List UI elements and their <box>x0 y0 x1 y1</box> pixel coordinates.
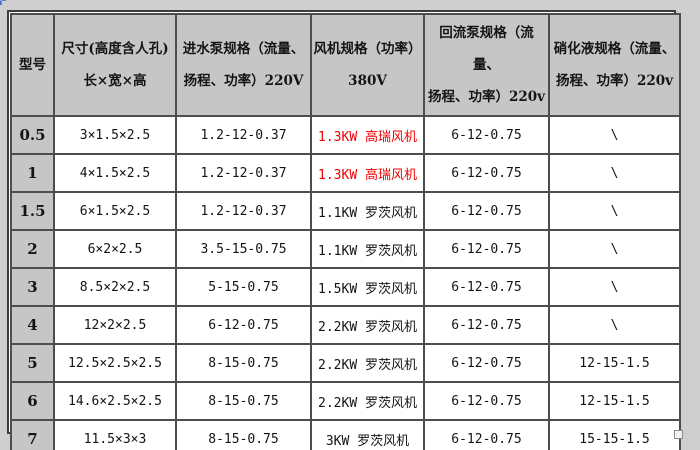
cell-nitrification: \ <box>548 305 681 345</box>
col-header-fan: 风机规格（功率） 380V <box>310 13 425 117</box>
cell-return-pump: 6-12-0.75 <box>423 153 550 193</box>
table-row: 1.5 6×1.5×2.5 1.2-12-0.37 1.1KW 罗茨风机 6-1… <box>10 191 681 231</box>
table-move-handle-icon[interactable]: ✛ <box>0 0 7 9</box>
cell-fan: 1.1KW 罗茨风机 <box>310 229 425 269</box>
cell-inlet-pump: 8-15-0.75 <box>175 343 312 383</box>
col-header-model-label: 型号 <box>19 57 46 73</box>
cell-dimensions: 6×2×2.5 <box>53 229 177 269</box>
cell-fan: 1.3KW 高瑞风机 <box>310 153 425 193</box>
col-header-nitrification: 硝化液规格（流量、 扬程、功率）220v <box>548 13 681 117</box>
cell-fan: 1.1KW 罗茨风机 <box>310 191 425 231</box>
cell-nitrification: \ <box>548 115 681 155</box>
cell-dimensions: 14.6×2.5×2.5 <box>53 381 177 421</box>
cell-model: 5 <box>10 343 55 383</box>
cell-dimensions: 4×1.5×2.5 <box>53 153 177 193</box>
cell-inlet-pump: 1.2-12-0.37 <box>175 115 312 155</box>
cell-model: 6 <box>10 381 55 421</box>
cell-inlet-pump: 6-12-0.75 <box>175 305 312 345</box>
cell-inlet-pump: 8-15-0.75 <box>175 381 312 421</box>
cell-nitrification: \ <box>548 153 681 193</box>
col-header-fan-line2: 380V <box>348 73 387 89</box>
table-row: 0.5 3×1.5×2.5 1.2-12-0.37 1.3KW 高瑞风机 6-1… <box>10 115 681 155</box>
cell-nitrification: \ <box>548 267 681 307</box>
cell-return-pump: 6-12-0.75 <box>423 305 550 345</box>
table-row: 4 12×2×2.5 6-12-0.75 2.2KW 罗茨风机 6-12-0.7… <box>10 305 681 345</box>
cell-model: 2 <box>10 229 55 269</box>
cell-inlet-pump: 1.2-12-0.37 <box>175 153 312 193</box>
cell-fan: 2.2KW 罗茨风机 <box>310 343 425 383</box>
col-header-return-pump-line2: 扬程、功率）220v <box>427 89 546 105</box>
cell-return-pump: 6-12-0.75 <box>423 229 550 269</box>
cell-model: 7 <box>10 419 55 450</box>
cell-dimensions: 3×1.5×2.5 <box>53 115 177 155</box>
cell-dimensions: 8.5×2×2.5 <box>53 267 177 307</box>
cell-inlet-pump: 3.5-15-0.75 <box>175 229 312 269</box>
table-row: 3 8.5×2×2.5 5-15-0.75 1.5KW 罗茨风机 6-12-0.… <box>10 267 681 307</box>
equipment-spec-table: 型号 尺寸(高度含人孔) 长×宽×高 进水泵规格（流量、 扬程、功率）220V … <box>10 13 681 450</box>
col-header-model: 型号 <box>10 13 55 117</box>
cell-fan: 1.5KW 罗茨风机 <box>310 267 425 307</box>
spec-table: 型号 尺寸(高度含人孔) 长×宽×高 进水泵规格（流量、 扬程、功率）220V … <box>7 10 681 450</box>
cell-dimensions: 6×1.5×2.5 <box>53 191 177 231</box>
col-header-dimensions: 尺寸(高度含人孔) 长×宽×高 <box>53 13 177 117</box>
col-header-nitrification-line2: 扬程、功率）220v <box>555 73 674 89</box>
col-header-dimensions-line2: 长×宽×高 <box>83 73 147 89</box>
cell-fan: 1.3KW 高瑞风机 <box>310 115 425 155</box>
table-row: 2 6×2×2.5 3.5-15-0.75 1.1KW 罗茨风机 6-12-0.… <box>10 229 681 269</box>
col-header-inlet-pump: 进水泵规格（流量、 扬程、功率）220V <box>175 13 312 117</box>
cell-nitrification: 12-15-1.5 <box>548 343 681 383</box>
table-row: 6 14.6×2.5×2.5 8-15-0.75 2.2KW 罗茨风机 6-12… <box>10 381 681 421</box>
cell-inlet-pump: 8-15-0.75 <box>175 419 312 450</box>
cell-fan: 2.2KW 罗茨风机 <box>310 381 425 421</box>
table-header-row: 型号 尺寸(高度含人孔) 长×宽×高 进水泵规格（流量、 扬程、功率）220V … <box>10 13 681 117</box>
cell-nitrification: \ <box>548 191 681 231</box>
cell-model: 1.5 <box>10 191 55 231</box>
cell-return-pump: 6-12-0.75 <box>423 381 550 421</box>
cell-return-pump: 6-12-0.75 <box>423 343 550 383</box>
table-resize-handle[interactable] <box>674 430 683 439</box>
col-header-return-pump-line1: 回流泵规格（流量、 <box>439 25 534 73</box>
cell-nitrification: 12-15-1.5 <box>548 381 681 421</box>
cell-nitrification: \ <box>548 229 681 269</box>
cell-dimensions: 12×2×2.5 <box>53 305 177 345</box>
cell-model: 3 <box>10 267 55 307</box>
cell-return-pump: 6-12-0.75 <box>423 419 550 450</box>
cell-dimensions: 12.5×2.5×2.5 <box>53 343 177 383</box>
col-header-fan-line1: 风机规格（功率） <box>313 41 422 57</box>
cell-dimensions: 11.5×3×3 <box>53 419 177 450</box>
cell-model: 0.5 <box>10 115 55 155</box>
cell-inlet-pump: 1.2-12-0.37 <box>175 191 312 231</box>
col-header-inlet-pump-line2: 扬程、功率）220V <box>183 73 304 89</box>
cell-return-pump: 6-12-0.75 <box>423 191 550 231</box>
col-header-dimensions-line1: 尺寸(高度含人孔) <box>61 41 169 57</box>
col-header-return-pump: 回流泵规格（流量、 扬程、功率）220v <box>423 13 550 117</box>
cell-nitrification: 15-15-1.5 <box>548 419 681 450</box>
table-row: 1 4×1.5×2.5 1.2-12-0.37 1.3KW 高瑞风机 6-12-… <box>10 153 681 193</box>
cell-return-pump: 6-12-0.75 <box>423 267 550 307</box>
col-header-nitrification-line1: 硝化液规格（流量、 <box>553 41 676 57</box>
cell-return-pump: 6-12-0.75 <box>423 115 550 155</box>
cell-fan: 3KW 罗茨风机 <box>310 419 425 450</box>
table-row: 7 11.5×3×3 8-15-0.75 3KW 罗茨风机 6-12-0.75 … <box>10 419 681 450</box>
cell-fan: 2.2KW 罗茨风机 <box>310 305 425 345</box>
col-header-inlet-pump-line1: 进水泵规格（流量、 <box>182 41 305 57</box>
cell-inlet-pump: 5-15-0.75 <box>175 267 312 307</box>
cell-model: 1 <box>10 153 55 193</box>
cell-model: 4 <box>10 305 55 345</box>
table-row: 5 12.5×2.5×2.5 8-15-0.75 2.2KW 罗茨风机 6-12… <box>10 343 681 383</box>
